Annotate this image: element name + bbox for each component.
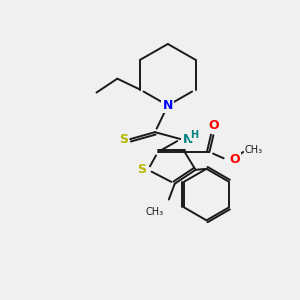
- Text: O: O: [229, 153, 240, 167]
- Text: O: O: [208, 119, 219, 132]
- Text: CH₃: CH₃: [244, 145, 262, 155]
- Text: S: S: [137, 163, 146, 176]
- Text: N: N: [163, 99, 173, 112]
- Text: S: S: [119, 133, 128, 146]
- Text: N: N: [183, 133, 193, 146]
- Text: H: H: [190, 130, 199, 140]
- Text: CH₃: CH₃: [146, 208, 164, 218]
